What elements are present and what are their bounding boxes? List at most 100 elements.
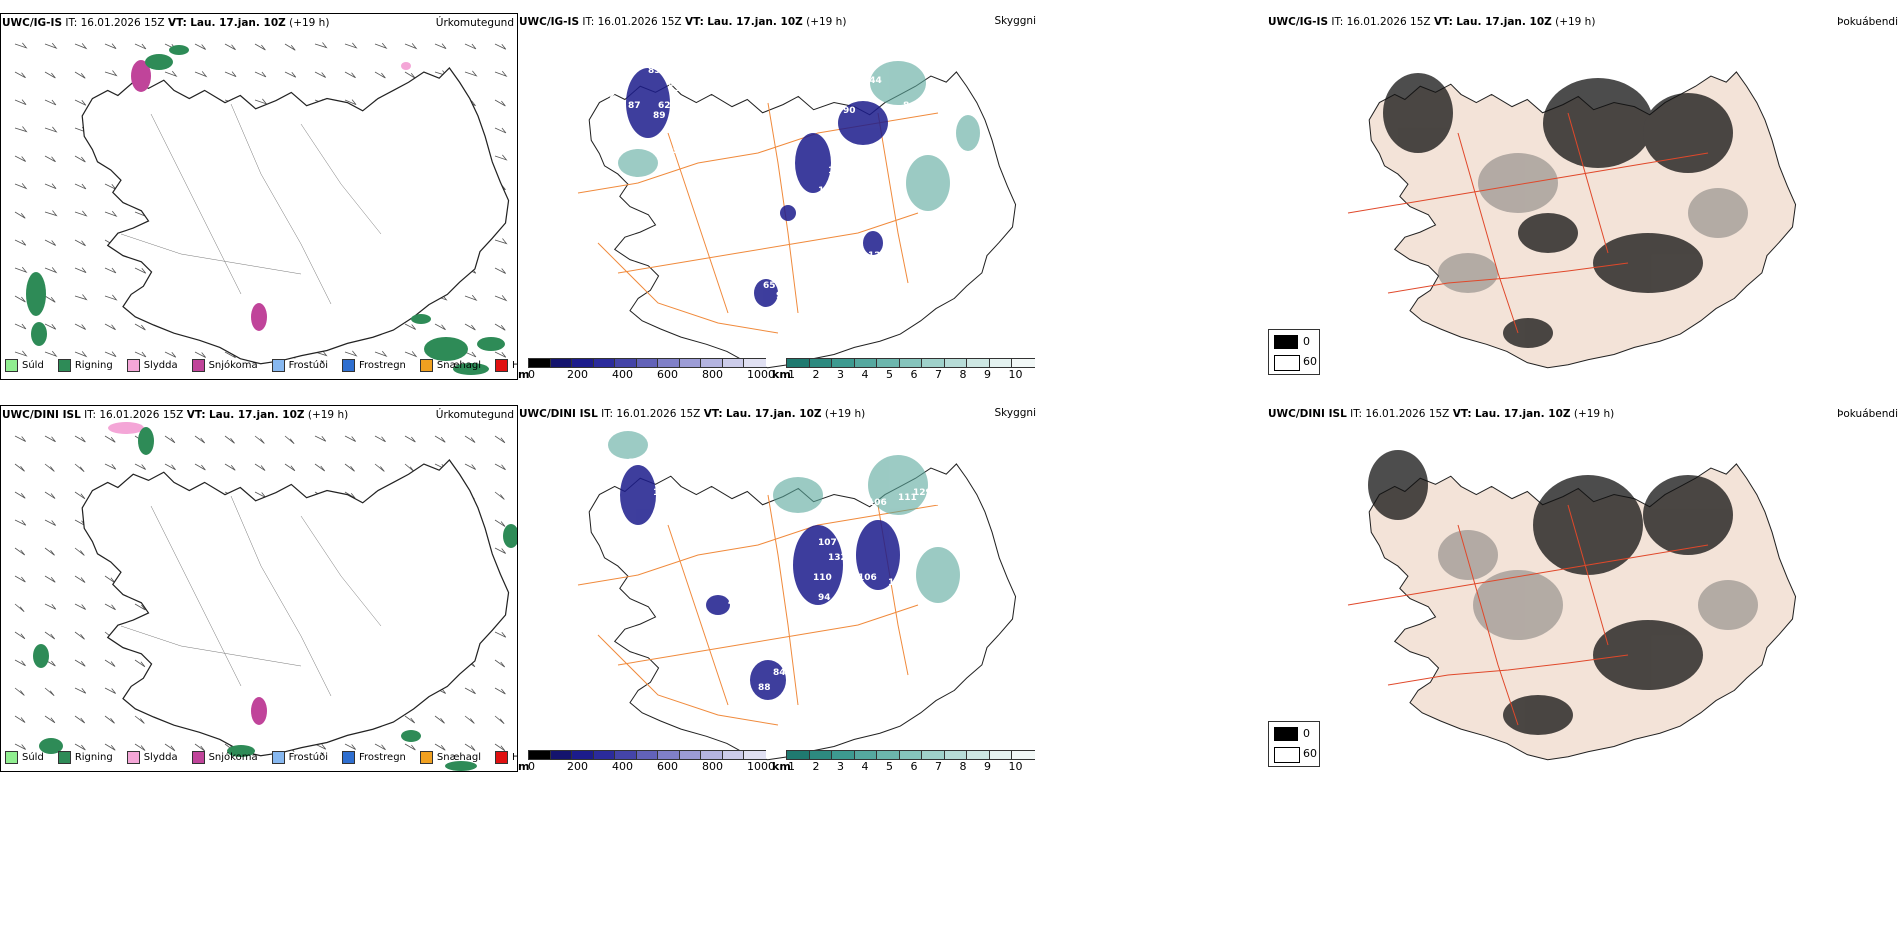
ceiling-map-row1: 8387899098625514473689390116110112150111… [577, 54, 1017, 369]
legend-swatch [342, 751, 355, 764]
wind-barb [14, 659, 26, 667]
ceiling-value-label: 65 [763, 281, 776, 291]
colorbar-tick: 800 [702, 368, 723, 380]
wind-barb [44, 267, 58, 274]
wind-barb [44, 715, 56, 724]
wind-barb [314, 42, 328, 49]
colorbar-tick: 600 [657, 760, 678, 772]
wind-barb [14, 126, 28, 133]
legend-swatch [57, 751, 71, 764]
ceiling-value-label: 110 [888, 578, 907, 588]
ceiling-value-label: 52 [603, 91, 616, 101]
visibility-color-cell [808, 750, 832, 760]
colorbar-tick: 400 [612, 368, 633, 380]
ceiling-value-label: 14 [678, 493, 691, 503]
wind-barb [104, 294, 118, 301]
ceiling-color-cell [635, 750, 658, 760]
wind-barb [494, 519, 506, 527]
fog-legend-row1: 0 60 [1268, 329, 1320, 375]
ceiling-value-label: 13 [928, 498, 941, 508]
wind-barb [74, 99, 87, 106]
fog-map-row2 [1347, 450, 1797, 761]
colorbar-tick: 10 [1008, 760, 1023, 772]
ceiling-value-label: 119 [653, 488, 672, 498]
wind-barb [284, 435, 295, 445]
wind-barb [194, 743, 206, 752]
visibility-color-cell [898, 750, 922, 760]
wind-barb [284, 463, 296, 472]
colorbar-tick: 6 [910, 368, 918, 380]
wind-barb [194, 351, 206, 358]
wind-barb [434, 435, 446, 443]
ceiling-value-label: 23 [703, 578, 716, 588]
wind-barb [404, 71, 416, 79]
fog-header-row2: UWC/DINI ISL IT: 16.01.2026 15Z VT: Lau.… [1268, 408, 1615, 420]
wind-barb [494, 491, 505, 500]
ceiling-header-row1: UWC/IG-IS IT: 16.01.2026 15Z VT: Lau. 17… [519, 16, 847, 28]
wind-barb [14, 519, 27, 526]
wind-barb [74, 659, 86, 667]
wind-barb [404, 43, 418, 50]
wind-barb [74, 715, 86, 724]
colorbar-tick: 2 [812, 368, 820, 380]
ceiling-color-cell [657, 750, 680, 760]
wind-barb [74, 267, 87, 274]
wind-barb [104, 210, 118, 217]
colorbar-tick: 1000 [747, 760, 775, 772]
ceiling-value-label: 736 [898, 54, 917, 64]
wind-barb [314, 350, 328, 357]
visibility-color-cell [831, 750, 855, 760]
wind-barb [44, 631, 56, 640]
wind-barb [14, 603, 25, 613]
legend-swatch [495, 751, 509, 764]
wind-barb [434, 743, 446, 751]
ceiling-color-cell [592, 358, 615, 368]
precip-legend-row1: Súld Rigning Slydda Snjókoma Frostúði Frostre… [5, 359, 517, 372]
legend-label: Frostregn [359, 752, 406, 763]
ceiling-value-label: 112 [818, 186, 837, 196]
legend-swatch [271, 751, 285, 764]
wind-barb [44, 547, 55, 556]
precip-legend-row2: Súld Rigning Slydda Snjókoma Frostúði Frostre… [5, 751, 517, 764]
wind-barb [74, 547, 85, 556]
legend-label: Frostúði [288, 752, 328, 763]
ceiling-value-label: 32 [773, 698, 786, 708]
wind-barb [404, 351, 418, 358]
ceiling-value-label: 132 [828, 553, 847, 563]
ceiling-color-cell [700, 358, 723, 368]
visibility-color-cell [876, 358, 900, 368]
legend-swatch [5, 359, 18, 372]
legend-item-frostregn: Frostregn [342, 359, 406, 372]
wind-barb [104, 687, 116, 694]
colorbar-tick: 400 [612, 760, 633, 772]
wind-barb [344, 99, 357, 106]
wind-barb [44, 659, 56, 667]
visibility-color-cell [988, 750, 1012, 760]
legend-item-snæhagl: Snæhagl [419, 359, 481, 372]
visibility-title-row2: Skyggni [994, 407, 1037, 419]
wind-barb [494, 659, 506, 668]
colorbar-tick: 3 [837, 368, 844, 380]
legend-swatch [57, 359, 71, 372]
wind-barb [374, 350, 388, 357]
wind-barb [14, 266, 28, 273]
ceiling-color-cell [657, 358, 680, 368]
wind-barb [494, 43, 507, 50]
legend-label: Slydda [143, 752, 178, 763]
wind-barb [44, 323, 57, 330]
colorbar-tick: 7 [935, 368, 942, 380]
wind-barb [104, 267, 117, 274]
wind-barb [314, 71, 326, 78]
ceiling-value-label: 111 [898, 493, 917, 503]
wind-barb [104, 435, 116, 443]
visibility-color-cell [988, 358, 1012, 368]
ceiling-value-label: 106 [868, 498, 887, 508]
precip-panel-row1: UWC/IG-IS IT: 16.01.2026 15Z VT: Lau. 17… [0, 13, 518, 380]
wind-barb [14, 155, 26, 162]
visibility-title-row1: Skyggni [994, 15, 1037, 27]
wind-barb [14, 743, 26, 750]
legend-swatch [5, 751, 18, 764]
wind-barb [434, 323, 446, 331]
wind-barb [284, 71, 297, 78]
wind-barb [464, 294, 478, 301]
